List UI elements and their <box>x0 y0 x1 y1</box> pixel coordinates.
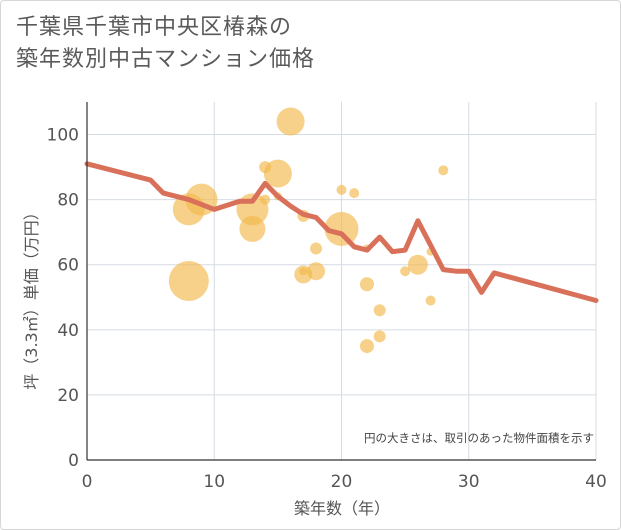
y-tick-label: 0 <box>68 451 79 471</box>
x-tick-label: 40 <box>585 472 607 492</box>
bubble <box>373 330 386 343</box>
y-tick-label: 100 <box>47 126 79 146</box>
x-axis-label: 築年数（年） <box>294 499 390 518</box>
bubble <box>260 194 271 205</box>
bubble <box>276 107 305 136</box>
bubble <box>359 277 374 292</box>
x-tick-label: 10 <box>203 472 225 492</box>
bubbles <box>168 107 449 354</box>
trend-line <box>84 161 599 303</box>
chart-title: 千葉県千葉市中央区椿森の 築年数別中古マンション価格 <box>16 12 315 76</box>
bubble <box>263 159 292 188</box>
chart-title-line-2: 築年数別中古マンション価格 <box>16 47 316 72</box>
bubble-size-note: 円の大きさは、取引のあった物件面積を示す <box>364 431 594 445</box>
x-tick-label: 20 <box>331 472 353 492</box>
bubble <box>307 262 326 281</box>
y-axis-label: 坪（3.3㎡）単価（万円） <box>22 204 41 389</box>
y-tick-label: 40 <box>57 321 79 341</box>
bubble <box>438 165 449 176</box>
bubble <box>425 295 436 306</box>
bubble <box>373 304 386 317</box>
bubble <box>359 339 374 354</box>
x-tick-label: 0 <box>82 472 93 492</box>
axes <box>86 102 596 461</box>
y-tick-label: 20 <box>57 386 79 406</box>
y-tick-label: 60 <box>57 256 79 276</box>
bubble <box>299 267 308 276</box>
tick-labels: 0 10 20 30 40 0 20 40 60 80 100 <box>47 126 607 492</box>
bubble <box>168 261 209 301</box>
bubble <box>239 215 266 242</box>
trend-line-group <box>84 161 599 303</box>
bubble <box>324 211 359 246</box>
x-tick-label: 30 <box>458 472 480 492</box>
y-tick-label: 80 <box>57 191 79 211</box>
bubble <box>407 254 428 275</box>
chart-title-line-1: 千葉県千葉市中央区椿森の <box>16 15 293 40</box>
bubble <box>310 242 323 255</box>
bubble <box>400 266 411 277</box>
bubble <box>336 184 347 195</box>
bubble <box>349 188 360 199</box>
grid-lines <box>87 102 597 460</box>
